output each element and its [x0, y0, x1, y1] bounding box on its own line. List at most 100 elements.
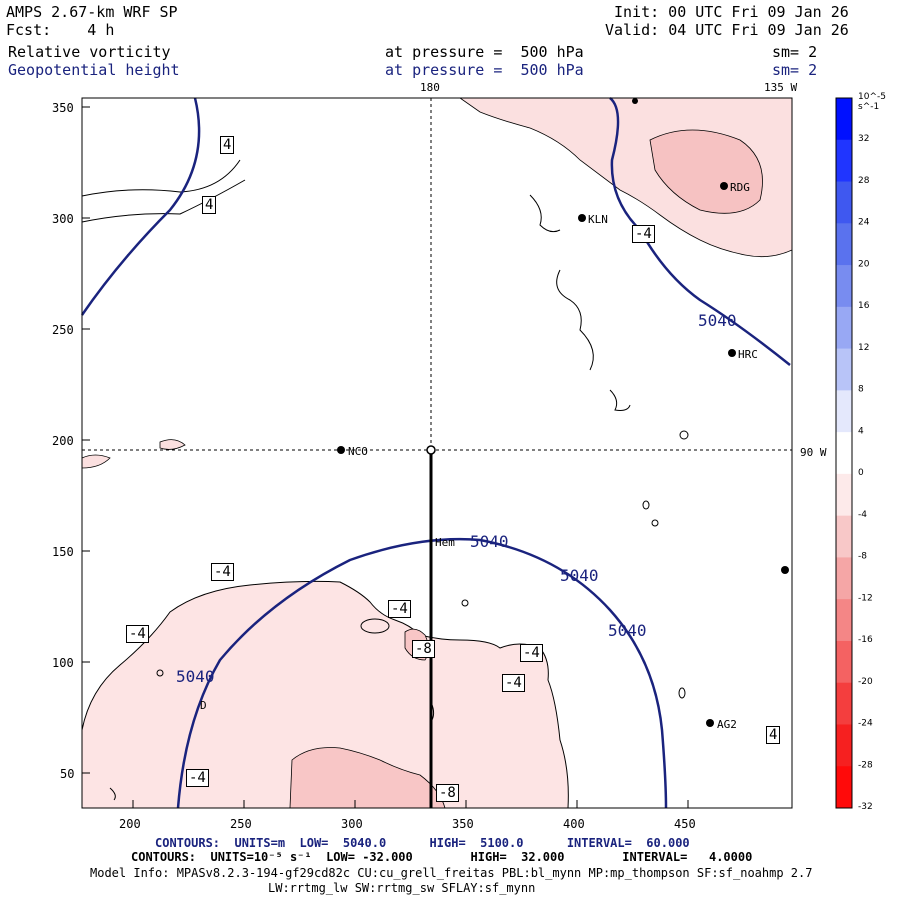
colorbar-tick-label: 24	[858, 218, 870, 228]
footer-model-info-2: LW:rrtmg_lw SW:rrtmg_sw SFLAY:sf_mynn	[268, 881, 536, 895]
colorbar-tick-label: 0	[858, 468, 864, 478]
colorbar-swatch	[836, 640, 852, 684]
forecast-hour: Fcst: 4 h	[6, 21, 115, 39]
colorbar-swatch	[836, 515, 852, 558]
y-tick-300: 300	[52, 212, 74, 226]
x-tick-200: 200	[119, 817, 141, 831]
colorbar-tick-label: -32	[858, 802, 873, 812]
vorticity-shading-west2	[159, 439, 186, 450]
vort-label: -4	[502, 674, 525, 692]
vort-label: -8	[436, 784, 459, 802]
vort-label: -4	[632, 225, 655, 243]
vorticity-shading-low	[81, 580, 569, 809]
colorbar-tick-label: -20	[858, 677, 873, 687]
station-rdg: RDG	[730, 181, 750, 194]
station-nco: NCO	[348, 445, 368, 458]
vorticity-shading-ne2	[649, 129, 763, 214]
colorbar-swatch	[836, 557, 852, 600]
init-time: Init: 00 UTC Fri 09 Jan 26	[614, 3, 849, 21]
vorticity-contours	[81, 159, 689, 801]
field2-smoothing: sm= 2	[772, 61, 818, 79]
colorbar-tick-label: 20	[858, 259, 870, 269]
colorbar-swatch	[836, 390, 852, 433]
lon-label-135w: 135 W	[764, 81, 798, 94]
colorbar-tick-label: -8	[858, 552, 867, 562]
footer-height-contours: CONTOURS: UNITS=m LOW= 5040.0 HIGH= 5100…	[155, 836, 690, 850]
x-tick-400: 400	[563, 817, 585, 831]
station-hrc: HRC	[738, 348, 758, 361]
y-tick-250: 250	[52, 323, 74, 337]
vort-label: -8	[412, 640, 435, 658]
colorbar-swatch	[836, 473, 852, 517]
field1-name: Relative vorticity	[8, 43, 171, 61]
vorticity-shading-west	[81, 454, 111, 469]
colorbar-swatch	[836, 181, 852, 224]
colorbar-swatch	[836, 139, 852, 183]
valid-time: Valid: 04 UTC Fri 09 Jan 26	[605, 21, 849, 39]
x-tick-350: 350	[452, 817, 474, 831]
y-tick-150: 150	[52, 545, 74, 559]
colorbar-swatch	[836, 766, 852, 809]
height-label-5040-a: 5040	[470, 532, 509, 551]
colorbar-swatch	[836, 682, 852, 725]
colorbar-tick-label: -28	[858, 760, 873, 770]
colorbar-swatch	[836, 348, 852, 391]
colorbar-tick-label: 16	[858, 301, 870, 311]
colorbar-tick-label: -16	[858, 635, 873, 645]
colorbar-swatch	[836, 599, 852, 642]
lon-label-180: 180	[420, 81, 440, 94]
x-tick-250: 250	[230, 817, 252, 831]
station-hem: Hem	[435, 536, 455, 549]
y-tick-100: 100	[52, 656, 74, 670]
station-ag2: AG2	[717, 718, 737, 731]
field2-level: at pressure = 500 hPa	[385, 61, 584, 79]
field1-smoothing: sm= 2	[772, 43, 818, 61]
vort-label: -4	[126, 625, 149, 643]
colorbar-tick-label: 8	[858, 385, 864, 395]
station-d: D	[200, 699, 207, 712]
colorbar: 32 28 24 20 16 12 8 4 0 -4 -8 -12 -16 -20 -24 -28 -32	[835, 97, 873, 812]
vort-label: 4	[766, 726, 781, 744]
height-label-5040-c: 5040	[608, 621, 647, 640]
y-tick-200: 200	[52, 434, 74, 448]
station-kln: KLN	[588, 213, 608, 226]
pole-marker	[426, 445, 436, 455]
field2-name: Geopotential height	[8, 61, 180, 79]
vort-label: -4	[211, 563, 234, 581]
colorbar-swatch	[836, 724, 852, 767]
x-tick-450: 450	[674, 817, 696, 831]
field1-level: at pressure = 500 hPa	[385, 43, 584, 61]
y-tick-50: 50	[60, 767, 75, 781]
axis-ticks	[82, 106, 689, 808]
colorbar-swatch	[836, 98, 852, 141]
colorbar-tick-label: 12	[858, 343, 869, 353]
colorbar-tick-label: -12	[858, 593, 873, 603]
colorbar-tick-label: 28	[858, 176, 870, 186]
y-tick-350: 350	[52, 101, 74, 115]
footer-model-info: Model Info: MPASv8.2.3-194-gf29cd82c CU:…	[90, 866, 813, 880]
colorbar-swatch	[836, 223, 852, 266]
colorbar-tick-label: -24	[858, 719, 873, 729]
x-tick-300: 300	[341, 817, 363, 831]
height-label-5040-e: 5040	[698, 311, 737, 330]
model-title: AMPS 2.67-km WRF SP	[6, 3, 178, 21]
footer-vort-contours: CONTOURS: UNITS=10⁻⁵ s⁻¹ LOW= -32.000 HI…	[131, 850, 753, 864]
height-label-5040-b: 5040	[560, 566, 599, 585]
vorticity-shading-mid	[289, 747, 446, 809]
vort-label: 4	[220, 136, 235, 154]
vort-label: -4	[388, 600, 411, 618]
colorbar-tick-label: -4	[858, 510, 867, 520]
station-dots	[337, 98, 789, 727]
colorbar-tick-label: 32	[858, 134, 869, 144]
colorbar-swatch	[836, 432, 852, 475]
colorbar-swatch	[836, 265, 852, 308]
vort-label: -4	[520, 644, 543, 662]
height-label-5040-d: 5040	[176, 667, 215, 686]
lat-label-90w: 90 W	[800, 446, 827, 459]
vort-label: -4	[186, 769, 209, 787]
vort-label: 4	[202, 196, 217, 214]
plot-frame	[81, 97, 793, 809]
colorbar-swatch	[836, 306, 852, 350]
colorbar-units: 10^-5 s^-1	[858, 92, 886, 112]
